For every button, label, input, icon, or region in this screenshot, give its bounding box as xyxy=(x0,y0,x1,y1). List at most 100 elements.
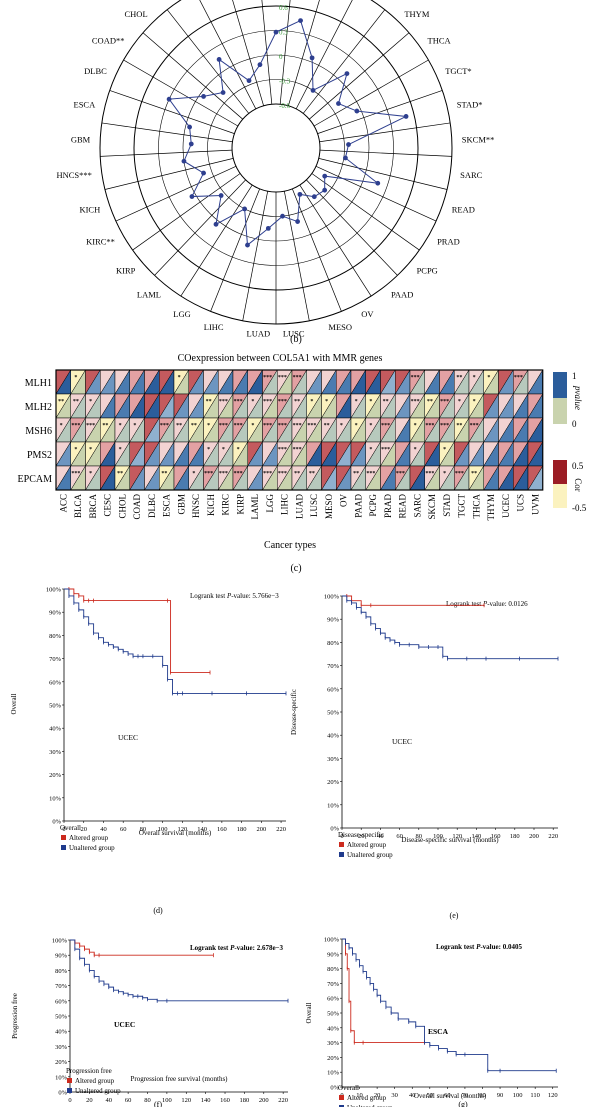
heatmap-star: ** xyxy=(176,423,182,429)
km-x-tick-label: 20 xyxy=(80,826,87,833)
heatmap-column-label: LUSC xyxy=(309,494,319,517)
km-x-tick-label: 220 xyxy=(276,826,286,833)
km-panel-label: (g) xyxy=(458,1100,468,1107)
km-x-tick-label: 50 xyxy=(427,1092,434,1099)
heatmap-star: *** xyxy=(71,423,80,429)
heatmap-column-label: SARC xyxy=(412,494,422,518)
km-y-tick-label: 20% xyxy=(55,1059,68,1066)
radar-spoke xyxy=(318,158,448,190)
km-y-tick-label: 70% xyxy=(327,663,340,670)
heatmap-row-label: EPCAM xyxy=(18,474,53,485)
km-logrank-text: Logrank test P-value: 5.766e−3 xyxy=(190,592,279,600)
heatmap-column-label: COAD xyxy=(132,494,142,520)
radar-category-label: PRAD xyxy=(437,237,460,247)
km-x-tick-label: 100 xyxy=(433,833,443,840)
radar-point xyxy=(213,221,219,227)
km-y-tick-label: 20% xyxy=(327,1055,340,1062)
heatmap-column-label: ESCA xyxy=(162,494,172,518)
heatmap-star: * xyxy=(119,447,122,453)
radar-category-label: LUAD xyxy=(247,329,271,339)
heatmap-star: * xyxy=(119,423,122,429)
heatmap-column-label: OV xyxy=(339,494,349,507)
radar-point xyxy=(336,101,341,106)
heatmap-star: * xyxy=(369,399,372,405)
coexpression-heatmap: * * *** *** *** *** ** * * ***** ** * ** *** *** * *** **… xyxy=(18,369,587,521)
km-y-axis-label: Overall xyxy=(305,1002,313,1023)
km-x-tick-label: 140 xyxy=(197,826,207,833)
cor-legend-low xyxy=(553,484,567,508)
km-logrank-text: Logrank test P-value: 0.0126 xyxy=(446,600,528,608)
km-x-tick-label: 80 xyxy=(416,833,423,840)
radar-spoke xyxy=(319,122,451,143)
heatmap-column-label: LIHC xyxy=(280,494,290,515)
km-y-tick-label: 90% xyxy=(55,953,68,960)
radar-category-label: KICH xyxy=(79,204,100,214)
radar-category-label: KIRC** xyxy=(86,237,115,247)
km-y-tick-label: 60% xyxy=(55,998,68,1005)
heatmap-star: *** xyxy=(470,423,479,429)
heatmap-star: *** xyxy=(263,399,272,405)
radar-spoke xyxy=(104,158,234,190)
heatmap-star: * xyxy=(355,399,358,405)
km-y-tick-label: 30% xyxy=(49,749,62,756)
radar-point xyxy=(166,96,172,102)
heatmap-star: ** xyxy=(324,423,330,429)
heatmap-star: *** xyxy=(440,399,449,405)
radar-point xyxy=(201,94,206,99)
heatmap-star: *** xyxy=(278,399,287,405)
heatmap-column-label: PAAD xyxy=(353,494,363,518)
radar-category-label: KIRP xyxy=(116,265,136,275)
heatmap-column-label: KIRC xyxy=(221,494,231,516)
heatmap-star: ** xyxy=(456,375,462,381)
km-x-tick-label: 30 xyxy=(391,1092,398,1099)
km-x-tick-label: 200 xyxy=(256,826,266,833)
radar-series-line xyxy=(168,19,408,247)
radar-spoke xyxy=(115,165,237,222)
heatmap-star: *** xyxy=(307,423,316,429)
heatmap-title: COexpression between COL5A1 with MMR gen… xyxy=(178,353,383,364)
km-y-tick-label: 100% xyxy=(324,937,340,944)
radar-category-label: READ xyxy=(452,204,475,214)
km-survival-curve xyxy=(342,938,425,1044)
km-legend-swatch xyxy=(339,852,344,857)
radar-spoke xyxy=(313,59,429,127)
heatmap-star: * xyxy=(133,423,136,429)
radar-point xyxy=(310,87,316,93)
km-legend-title: Overall xyxy=(60,824,81,832)
radar-category-label: TGCT* xyxy=(445,66,471,76)
km-y-tick-label: 50% xyxy=(327,1011,340,1018)
heatmap-star: ** xyxy=(73,399,79,405)
heatmap-column-label: READ xyxy=(398,494,408,519)
radar-point xyxy=(187,124,192,130)
heatmap-column-label: TGCT xyxy=(457,494,467,518)
km-panel-d: 0% 10% 20% 30% 40% 50% 60% 70% 80% 90% 100% 0 20 40 60… xyxy=(10,587,287,915)
km-x-tick-label: 120 xyxy=(548,1092,558,1099)
radar-point xyxy=(218,193,224,198)
radar-spoke xyxy=(302,9,386,114)
radar-spoke xyxy=(166,9,250,114)
km-x-tick-label: 40 xyxy=(377,833,384,840)
heatmap-star: *** xyxy=(396,471,405,477)
heatmap-star: *** xyxy=(440,423,449,429)
km-y-tick-label: 60% xyxy=(327,686,340,693)
km-logrank-text: Logrank test P-value: 0.0405 xyxy=(436,943,522,951)
radar-spoke xyxy=(132,173,241,251)
km-y-axis-label: Disease-specific xyxy=(290,689,298,735)
km-y-tick-label: 100% xyxy=(46,587,62,594)
heatmap-star: *** xyxy=(263,471,272,477)
radar-category-label: HNCS*** xyxy=(56,170,91,180)
radar-spoke xyxy=(109,90,235,134)
km-x-tick-label: 60 xyxy=(120,826,127,833)
radar-tick-label: 0.6 xyxy=(279,4,288,12)
km-legend-swatch xyxy=(67,1088,72,1093)
km-x-tick-label: 100 xyxy=(158,826,168,833)
heatmap-column-label: THYM xyxy=(486,494,496,521)
heatmap-star: ** xyxy=(309,471,315,477)
km-x-tick-label: 40 xyxy=(100,826,107,833)
km-x-tick-label: 80 xyxy=(479,1092,486,1099)
heatmap-column-label: HNSC xyxy=(191,494,201,518)
radar-point xyxy=(280,213,285,219)
radar-category-label: ESCA xyxy=(74,100,97,110)
radar-category-label: THCA xyxy=(428,36,452,46)
